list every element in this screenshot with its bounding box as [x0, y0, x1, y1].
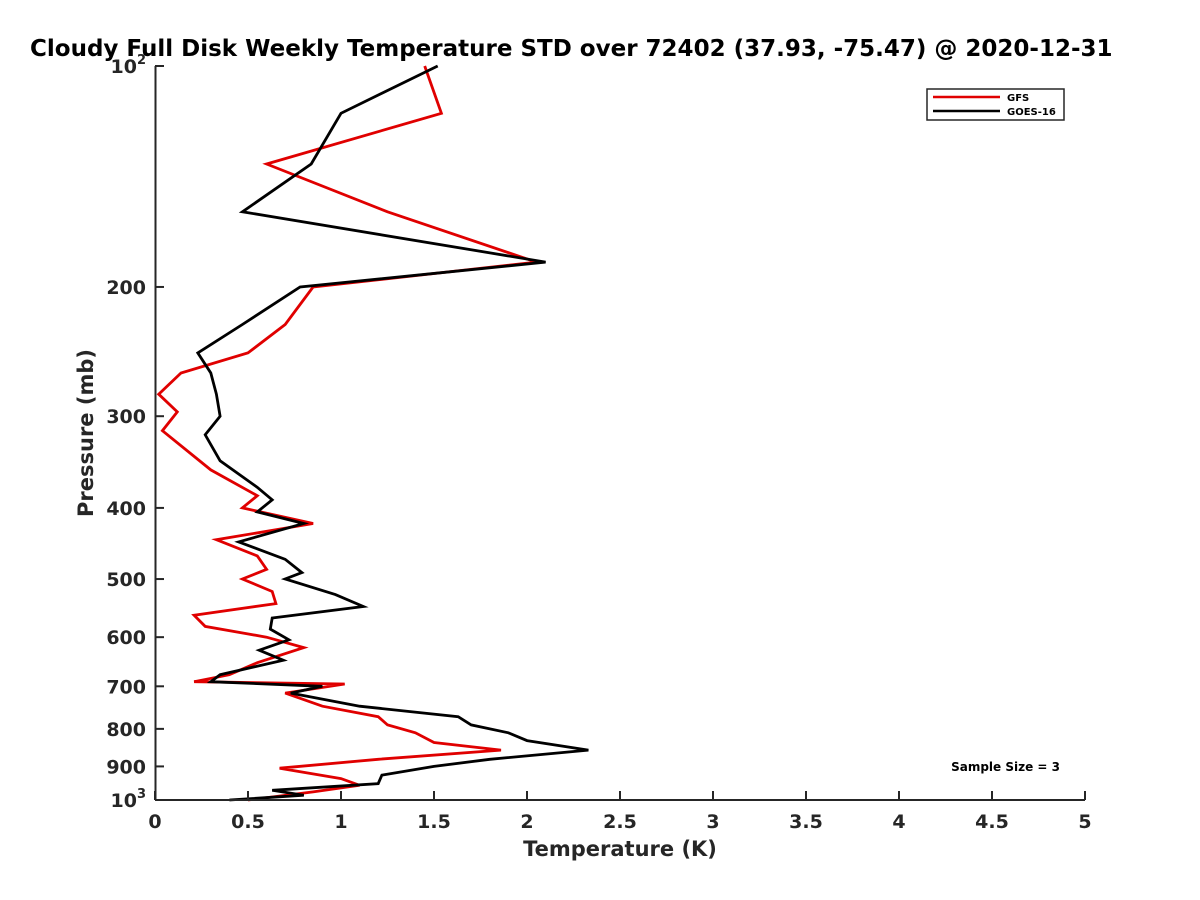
y-tick-label: 500: [106, 569, 146, 591]
y-tick-label: 102: [111, 53, 147, 78]
x-tick-label: 3: [706, 811, 719, 833]
sample-size-annotation: Sample Size = 3: [951, 760, 1060, 774]
y-ticks: 102 200 300 400 500 600 700 800 900 103: [106, 53, 164, 812]
x-tick-label: 1: [334, 811, 347, 833]
legend-box: [926, 88, 1065, 121]
x-tick-label: 0.5: [231, 811, 265, 833]
x-axis-label: Temperature (K): [523, 837, 717, 861]
legend-label-gfs: GFS: [1007, 93, 1029, 104]
x-tick-label: 2.5: [603, 811, 637, 833]
x-tick-label: 4: [892, 811, 905, 833]
x-tick-label: 5: [1078, 811, 1091, 833]
y-axis-label: Pressure (mb): [74, 349, 98, 517]
x-tick-label: 0: [148, 811, 161, 833]
series-line-goes-16: [195, 64, 589, 802]
plot-area: [156, 64, 589, 802]
legend-label-goes-16: GOES-16: [1007, 107, 1056, 118]
x-tick-label: 2: [520, 811, 533, 833]
y-tick-label: 900: [106, 756, 146, 778]
y-tick-label: 400: [106, 498, 146, 520]
y-tick-label: 700: [106, 676, 146, 698]
x-tick-label: 4.5: [975, 811, 1009, 833]
y-tick-label: 200: [106, 277, 146, 299]
chart-title: Cloudy Full Disk Weekly Temperature STD …: [30, 36, 1113, 62]
legend: GFS GOES-16: [926, 88, 1065, 121]
x-ticks: 0 0.5 1 1.5 2 2.5 3 3.5 4 4.5 5: [148, 791, 1092, 833]
y-tick-label: 600: [106, 627, 146, 649]
x-tick-label: 3.5: [789, 811, 823, 833]
x-tick-label: 1.5: [417, 811, 451, 833]
y-tick-label: 300: [106, 406, 146, 428]
y-tick-label: 800: [106, 719, 146, 741]
series-line-gfs: [156, 65, 537, 802]
y-tick-label: 103: [111, 787, 147, 812]
